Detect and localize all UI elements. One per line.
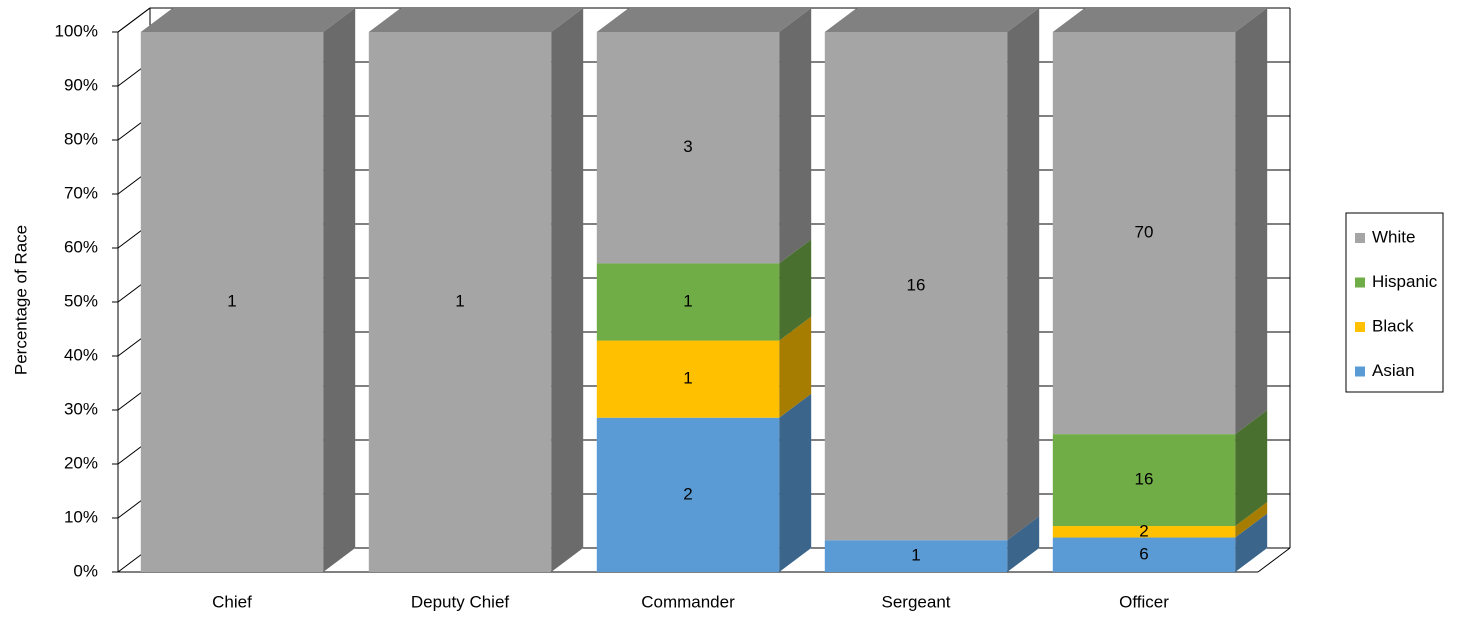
x-tick-label: Commander (641, 592, 735, 611)
legend-swatch (1355, 233, 1365, 243)
data-label: 1 (227, 291, 236, 310)
data-label: 70 (1135, 223, 1154, 242)
bar-side (1235, 513, 1268, 572)
y-tick-label: 0% (73, 561, 98, 580)
data-label: 6 (1139, 544, 1148, 563)
data-label: 1 (683, 369, 692, 388)
bar-side (1235, 502, 1268, 538)
bar-top (368, 8, 584, 32)
bar-segment (596, 417, 780, 572)
y-tick-label: 20% (64, 453, 98, 472)
bar-segment (596, 263, 780, 341)
bar-top (596, 8, 812, 32)
axis-line (1257, 547, 1291, 573)
bar-segment (368, 32, 552, 572)
bar-side (1007, 8, 1040, 541)
bar-segment (1052, 32, 1236, 435)
bar-segment (596, 32, 780, 264)
x-tick-label: Officer (1119, 592, 1169, 611)
y-tick-label: 100% (55, 21, 98, 40)
bar-side (779, 393, 812, 572)
legend-swatch (1355, 366, 1365, 377)
x-tick-label: Chief (212, 592, 252, 611)
legend-label: Hispanic (1372, 272, 1438, 291)
bar-segment (1052, 434, 1236, 527)
bar-side (1235, 8, 1268, 435)
bar-side (551, 8, 584, 572)
bar-side (1007, 516, 1040, 572)
data-label: 1 (455, 291, 464, 310)
bar-side (779, 239, 812, 341)
legend-swatch (1355, 322, 1365, 332)
data-label: 2 (683, 484, 692, 503)
y-tick-label: 80% (64, 129, 98, 148)
bar-side (323, 8, 356, 572)
data-label: 2 (1139, 521, 1148, 540)
data-label: 16 (907, 276, 926, 295)
y-axis-title: Percentage of Race (11, 225, 30, 375)
bar-segment (1052, 526, 1236, 538)
y-tick-label: 90% (64, 75, 98, 94)
data-label: 3 (683, 137, 692, 156)
bar-top (824, 8, 1040, 32)
data-label: 1 (911, 546, 920, 565)
x-tick-label: Sergeant (882, 592, 951, 611)
y-tick-label: 70% (64, 183, 98, 202)
bar-top (1052, 8, 1268, 32)
bar-segment (824, 540, 1008, 572)
bar-segment (140, 32, 324, 572)
bar-segment (1052, 537, 1236, 572)
x-tick-label: Deputy Chief (411, 592, 510, 611)
bar-side (779, 8, 812, 264)
y-tick-label: 10% (64, 507, 98, 526)
y-tick-label: 30% (64, 399, 98, 418)
y-tick-label: 50% (64, 291, 98, 310)
y-tick-label: 60% (64, 237, 98, 256)
y-tick-label: 40% (64, 345, 98, 364)
data-label: 16 (1135, 470, 1154, 489)
bar-side (779, 316, 812, 418)
legend-label: Asian (1372, 361, 1415, 380)
bar-side (1235, 410, 1268, 527)
bar-segment (596, 340, 780, 418)
data-label: 1 (683, 291, 692, 310)
bar-top (140, 8, 356, 32)
legend-label: White (1372, 227, 1415, 246)
legend-label: Black (1372, 316, 1414, 335)
legend-swatch (1355, 277, 1365, 288)
bar-segment (824, 32, 1008, 541)
